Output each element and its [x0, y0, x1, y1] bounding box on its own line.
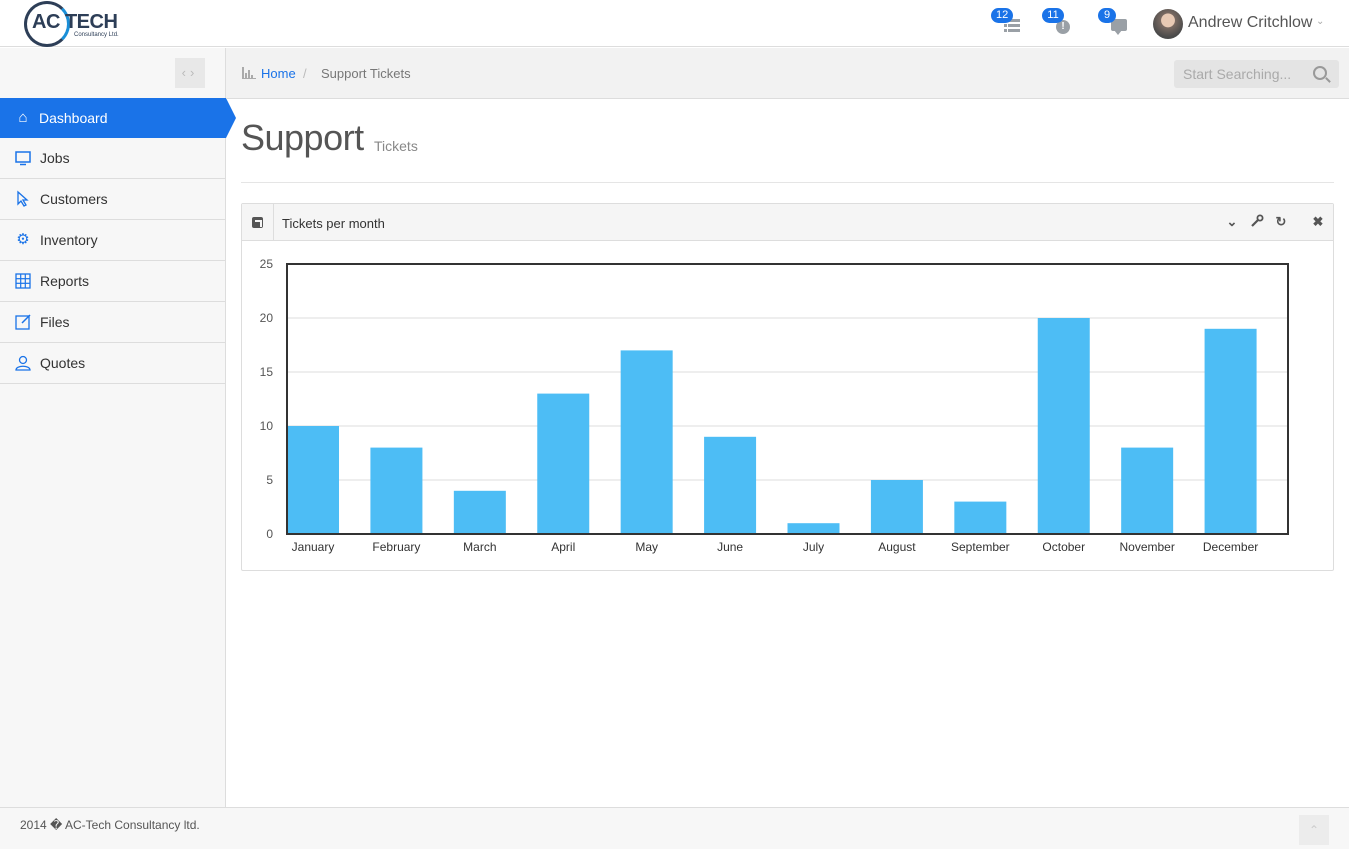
bar — [287, 426, 339, 534]
sidebar-item-inventory[interactable]: ⚙ Inventory — [0, 220, 226, 261]
bar — [537, 393, 590, 534]
bar — [370, 447, 423, 534]
alerts-badge: 11 — [1042, 8, 1064, 23]
alerts-notification[interactable]: ! 11 — [1042, 8, 1072, 38]
widget-title: Tickets per month — [282, 216, 385, 231]
bar — [1204, 328, 1257, 534]
breadcrumb-separator: / — [303, 66, 307, 81]
expand-icon — [252, 217, 263, 228]
bar — [453, 490, 506, 534]
sidebar-item-dashboard[interactable]: ⌂ Dashboard — [0, 98, 236, 138]
wrench-icon[interactable] — [1249, 214, 1265, 230]
user-icon — [14, 354, 32, 372]
y-tick-label: 0 — [266, 527, 273, 541]
sidebar-item-label: Jobs — [40, 150, 70, 166]
tasks-badge: 12 — [991, 8, 1014, 23]
x-tick-label: May — [635, 540, 658, 554]
bar — [1121, 447, 1174, 534]
search-box — [1174, 60, 1339, 88]
cursor-icon — [14, 190, 32, 208]
sidebar-item-label: Inventory — [40, 232, 98, 248]
x-tick-label: January — [292, 540, 335, 554]
sidebar: ‹› ⌂ Dashboard Jobs Customers ⚙ Inventor… — [0, 48, 236, 807]
sidebar-item-label: Reports — [40, 273, 90, 289]
messages-badge: 9 — [1098, 8, 1116, 23]
widget-icon — [242, 204, 274, 241]
y-tick-label: 25 — [260, 257, 274, 271]
x-tick-label: September — [951, 540, 1010, 554]
bar — [1037, 318, 1090, 534]
divider — [241, 182, 1334, 183]
x-tick-label: August — [878, 540, 916, 554]
edit-icon — [14, 313, 32, 331]
x-tick-label: June — [717, 540, 743, 554]
y-tick-label: 15 — [260, 365, 274, 379]
alert-icon: ! — [1054, 17, 1072, 35]
x-tick-label: October — [1042, 540, 1085, 554]
top-bar: AC TECH Consultancy Ltd. 12 ! 11 9 Andre… — [0, 0, 1349, 47]
page-title: Support — [241, 117, 364, 158]
grid-icon — [14, 272, 32, 290]
home-icon: ⌂ — [18, 109, 28, 126]
sidebar-item-reports[interactable]: Reports — [0, 261, 226, 302]
gear-icon: ⚙ — [16, 231, 30, 248]
sidebar-item-label: Quotes — [40, 355, 86, 371]
refresh-icon[interactable]: ↻ — [1275, 214, 1287, 229]
footer-copyright: 2014 � AC-Tech Consultancy ltd. — [20, 818, 200, 832]
x-tick-label: February — [372, 540, 420, 554]
sidebar-item-jobs[interactable]: Jobs — [0, 138, 226, 179]
scroll-to-top-button[interactable]: ⌃ — [1299, 815, 1329, 845]
logo-subtext: Consultancy Ltd. — [74, 32, 119, 38]
bar — [704, 436, 757, 534]
monitor-icon — [14, 149, 32, 167]
sidebar-item-files[interactable]: Files — [0, 302, 226, 343]
widget-header: Tickets per month ⌄ ↻ ✖ — [242, 204, 1333, 241]
x-tick-label: December — [1203, 540, 1258, 554]
breadcrumb-home-link[interactable]: Home — [261, 66, 296, 81]
bar — [870, 480, 923, 534]
page-subtitle: Tickets — [374, 138, 418, 154]
sidebar-nav: ⌂ Dashboard Jobs Customers ⚙ Inventory R… — [0, 98, 236, 384]
breadcrumb-bar: Home / Support Tickets — [226, 48, 1349, 99]
bar-chart: 0 5 10 15 20 25 January February March April May Ju… — [260, 257, 1289, 554]
search-input[interactable] — [1174, 60, 1304, 88]
sidebar-collapse-button[interactable]: ‹› — [175, 58, 205, 88]
bar — [620, 350, 673, 534]
sidebar-item-customers[interactable]: Customers — [0, 179, 226, 220]
chat-icon — [1110, 17, 1128, 35]
logo-ring — [24, 1, 70, 47]
tasks-notification[interactable]: 12 — [991, 8, 1021, 38]
y-tick-label: 10 — [260, 419, 274, 433]
breadcrumb-current: Support Tickets — [321, 66, 411, 81]
y-tick-label: 5 — [266, 473, 273, 487]
chevron-down-icon: ⌄ — [1316, 16, 1325, 27]
x-tick-label: November — [1119, 540, 1174, 554]
bar — [954, 501, 1007, 534]
logo-text: AC TECH — [32, 11, 118, 33]
sidebar-item-label: Files — [40, 314, 70, 330]
x-tick-label: April — [551, 540, 575, 554]
user-name: Andrew Critchlow — [1188, 14, 1313, 31]
chart-widget: Tickets per month ⌄ ↻ ✖ 0 5 10 15 20 25 Januar… — [241, 203, 1334, 571]
collapse-icon[interactable]: ⌄ — [1226, 214, 1238, 229]
chart-icon — [242, 67, 256, 79]
footer: 2014 � AC-Tech Consultancy ltd. ⌃ — [0, 807, 1349, 849]
x-tick-label: March — [463, 540, 496, 554]
avatar — [1153, 9, 1183, 39]
close-icon[interactable]: ✖ — [1312, 214, 1324, 229]
plot-area-frame — [286, 263, 1289, 535]
sidebar-item-label: Customers — [40, 191, 108, 207]
company-logo[interactable]: AC TECH Consultancy Ltd. — [24, 1, 134, 47]
y-tick-label: 20 — [260, 311, 274, 325]
search-icon[interactable] — [1313, 66, 1327, 80]
x-tick-label: July — [803, 540, 824, 554]
bar — [787, 523, 840, 534]
sidebar-item-quotes[interactable]: Quotes — [0, 343, 226, 384]
sidebar-item-label: Dashboard — [39, 110, 108, 126]
messages-notification[interactable]: 9 — [1098, 8, 1128, 38]
